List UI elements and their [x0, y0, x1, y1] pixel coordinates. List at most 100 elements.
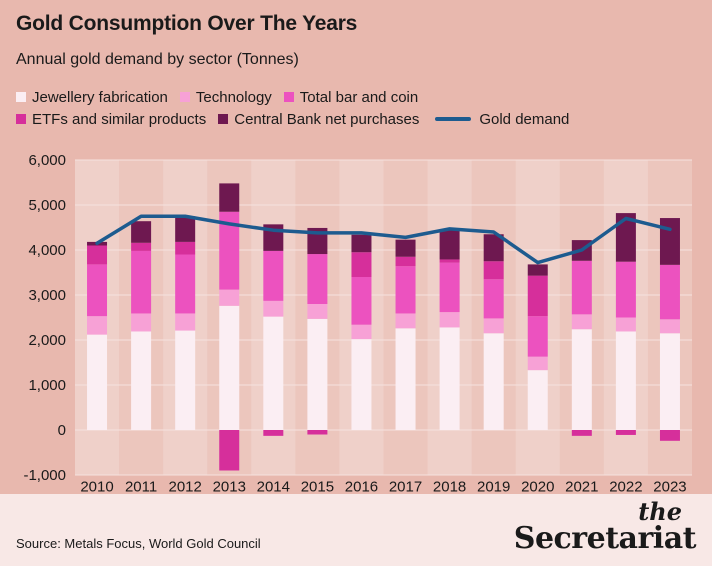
y-tick-label: 4,000: [28, 242, 66, 259]
legend-label-bar-coin: Total bar and coin: [299, 88, 419, 106]
y-tick-label: 6,000: [28, 152, 66, 169]
x-tick-label: 2018: [433, 478, 466, 492]
bar-segment-2: [87, 316, 108, 335]
x-tick-label: 2017: [389, 478, 422, 492]
x-tick-label: 2013: [213, 478, 246, 492]
bar-segment-1: [439, 327, 460, 430]
bar-segment-2: [131, 313, 152, 332]
legend-row-1: Jewellery fabrication Technology Total b…: [16, 86, 706, 108]
bar-segment-2: [219, 289, 240, 306]
bar-segment-5: [527, 264, 548, 276]
bar-segment-5: [483, 234, 504, 262]
bar-segment-4: [307, 430, 328, 435]
bar-segment-2: [659, 319, 680, 334]
bar-segment-2: [527, 356, 548, 371]
x-tick-label: 2021: [565, 478, 598, 492]
bar-segment-1: [571, 329, 592, 430]
bar-segment-5: [395, 239, 416, 257]
bar-segment-1: [131, 331, 152, 430]
legend-label-central-bank: Central Bank net purchases: [234, 110, 420, 128]
bar-segment-4: [219, 430, 240, 471]
bar-segment-2: [483, 318, 504, 334]
bar-segment-3: [131, 250, 152, 314]
bar-segment-3: [659, 264, 680, 320]
chart-plot: -1,000 0 1,000 2,000 3,000 4,000 5,000 6,000 201…: [23, 152, 692, 492]
bar-segment-4: [615, 430, 636, 435]
gold-demand-line: [95, 214, 672, 265]
brand-the: the: [638, 497, 682, 526]
bar-segment-5: [131, 221, 152, 243]
legend-item-etfs: ETFs and similar products: [16, 111, 206, 128]
bar-segment-3: [615, 261, 636, 318]
bar-segment-2: [307, 304, 328, 319]
legend-swatch-etfs: [16, 114, 26, 124]
chart-title: Gold Consumption Over The Years: [16, 12, 358, 35]
y-tick-label: 0: [58, 422, 66, 439]
bar-segment-5: [219, 183, 240, 212]
x-tick-label: 2016: [345, 478, 378, 492]
x-tick-label: 2019: [477, 478, 510, 492]
bar-segment-1: [307, 318, 328, 430]
bar-segment-4: [439, 259, 460, 263]
bar-segment-3: [571, 260, 592, 315]
bar-segment-1: [219, 305, 240, 430]
legend-swatch-bar-coin: [283, 92, 294, 102]
x-tick-label: 2014: [257, 478, 290, 492]
bar-segment-4: [527, 275, 548, 317]
legend-label-etfs: ETFs and similar products: [32, 110, 207, 128]
bar-segment-4: [571, 430, 592, 436]
bar-segment-1: [483, 333, 504, 430]
x-tick-label: 2020: [521, 478, 554, 492]
bar-segment-3: [395, 266, 416, 314]
bar-segment-4: [175, 241, 196, 255]
footer: Source: Metals Focus, World Gold Council…: [0, 494, 712, 566]
bar-segment-1: [175, 330, 196, 430]
bar-segment-4: [351, 252, 372, 277]
bar-segment-1: [263, 316, 284, 430]
legend-swatch-technology: [179, 92, 190, 102]
bar-segment-1: [615, 331, 636, 430]
legend-item-technology: Technology: [179, 88, 272, 106]
legend-item-gold-demand: Gold demand: [431, 111, 569, 128]
bar-segment-4: [263, 430, 284, 436]
bar-segment-1: [395, 328, 416, 430]
y-tick-label: 5,000: [28, 197, 66, 214]
bar-segment-4: [395, 256, 416, 267]
x-tick-label: 2015: [301, 478, 334, 492]
y-tick-label: 1,000: [28, 377, 66, 394]
legend-swatch-jewellery: [16, 92, 26, 102]
bar-segment-2: [351, 324, 372, 340]
bar-segment-3: [483, 279, 504, 319]
bar-segment-1: [659, 333, 680, 430]
chart-subtitle: Annual gold demand by sector (Tonnes): [16, 51, 299, 68]
bar-segment-1: [351, 339, 372, 430]
legend-item-jewellery: Jewellery fabrication: [16, 89, 168, 106]
legend: Jewellery fabrication Technology Total b…: [16, 86, 706, 130]
legend-swatch-central-bank: [218, 114, 229, 124]
source-note: Source: Metals Focus, World Gold Council: [16, 536, 261, 551]
legend-row-2: ETFs and similar products Central Bank n…: [16, 108, 706, 130]
bar-segment-2: [175, 313, 196, 331]
bar-segment-3: [263, 250, 284, 301]
legend-line-gold-demand: [435, 117, 472, 121]
legend-label-technology: Technology: [195, 88, 272, 106]
x-tick-label: 2011: [125, 478, 157, 492]
legend-item-bar-coin: Total bar and coin: [283, 88, 419, 106]
bar-segment-3: [439, 262, 460, 313]
bar-segment-5: [439, 229, 460, 260]
bar-segment-4: [87, 245, 108, 265]
x-tick-label: 2010: [80, 478, 113, 492]
legend-label-gold-demand: Gold demand: [479, 110, 570, 128]
bar-segment-5: [175, 216, 196, 242]
legend-label-jewellery: Jewellery fabrication: [32, 88, 168, 106]
bar-segment-2: [263, 300, 284, 317]
bar-segment-5: [615, 213, 636, 262]
bar-segment-4: [483, 261, 504, 280]
bar-segment-2: [395, 313, 416, 329]
bar-segment-3: [219, 211, 240, 290]
brand-name: Secretariat: [513, 521, 697, 556]
bar-segment-1: [527, 370, 548, 430]
x-tick-label: 2012: [168, 478, 201, 492]
bar-segment-3: [351, 277, 372, 325]
x-tick-label: 2023: [653, 478, 686, 492]
